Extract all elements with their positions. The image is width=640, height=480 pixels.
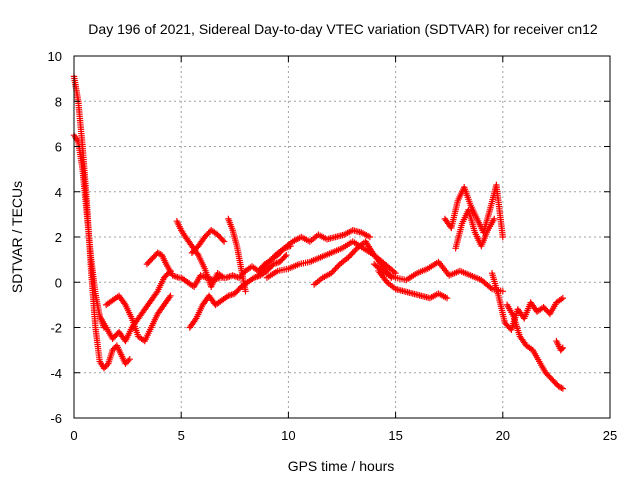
data-point-interp [194, 250, 201, 257]
data-point-interp [153, 289, 160, 297]
x-tick-label: 5 [178, 428, 185, 443]
series-sat-10 [225, 215, 249, 295]
data-point-interp [269, 254, 276, 262]
series-sat-16 [441, 181, 506, 241]
y-tick-label: 10 [48, 49, 62, 64]
x-tick-label: 0 [70, 428, 77, 443]
data-point [283, 251, 290, 259]
x-tick-label: 20 [496, 428, 510, 443]
data-point-interp [348, 251, 355, 258]
data-point [499, 233, 506, 241]
y-tick-label: 4 [55, 185, 62, 200]
data-point-interp [266, 257, 274, 265]
y-tick-label: -4 [50, 366, 62, 381]
data-point [328, 270, 335, 277]
y-tick-label: -6 [50, 411, 62, 426]
grid [74, 56, 610, 418]
y-tick-label: 6 [55, 140, 62, 155]
x-tick-label: 25 [603, 428, 617, 443]
series-sat-14 [375, 267, 451, 302]
y-axis-label: SDTVAR / TECUs [9, 181, 25, 293]
data-point-interp [268, 256, 275, 263]
data-point [126, 355, 133, 363]
series-sat-19 [503, 301, 567, 392]
x-axis-label: GPS time / hours [288, 458, 395, 474]
data-point [143, 260, 151, 268]
data-point-interp [330, 266, 338, 274]
data-point-interp [350, 248, 358, 255]
data-point [109, 346, 116, 354]
data-point-interp [332, 265, 339, 272]
series-sat-13 [310, 238, 395, 288]
data-point-interp [155, 250, 163, 257]
data-point-interp [349, 249, 356, 257]
data-point [100, 365, 108, 372]
data-point [559, 294, 567, 302]
data-series [70, 73, 567, 392]
data-point [499, 288, 506, 295]
data-point-interp [281, 253, 289, 260]
data-point [555, 383, 562, 390]
series-sat-3 [96, 267, 174, 345]
data-point [122, 360, 129, 367]
series-sat-11 [255, 227, 374, 279]
series-sat-2 [70, 131, 108, 331]
data-point-interp [556, 383, 564, 391]
chart-title: Day 196 of 2021, Sidereal Day-to-day VTE… [88, 21, 598, 37]
data-point-interp [333, 263, 341, 271]
data-point-interp [110, 345, 118, 352]
data-point [559, 385, 567, 392]
data-point [345, 254, 352, 261]
data-point-interp [270, 253, 278, 260]
data-point [443, 294, 451, 302]
data-point-interp [346, 252, 354, 260]
data-point-interp [219, 236, 226, 244]
data-point [167, 292, 174, 300]
data-point-interp [166, 294, 173, 301]
data-point-interp [123, 358, 131, 366]
data-point-interp [335, 262, 342, 269]
y-tick-label: 0 [55, 275, 62, 290]
data-point [154, 249, 161, 257]
data-point [559, 344, 567, 352]
data-point-interp [191, 316, 199, 324]
data-point [263, 260, 271, 268]
series-sat-1 [70, 73, 133, 372]
y-tick-label: 8 [55, 94, 62, 109]
data-point-interp [380, 268, 387, 276]
data-point-interp [558, 384, 565, 392]
series-sat-9 [188, 227, 228, 257]
data-point [366, 233, 374, 241]
data-point-interp [265, 259, 272, 266]
series-sat-15 [370, 258, 506, 295]
x-tick-label: 10 [281, 428, 295, 443]
series-sat-17 [452, 206, 498, 252]
data-point [491, 215, 498, 223]
data-point-interp [352, 246, 359, 254]
series-sat-5 [143, 249, 183, 281]
data-point-interp [121, 300, 128, 307]
y-tick-label: -2 [50, 321, 62, 336]
series-sat-4 [102, 292, 174, 345]
data-point-interp [558, 345, 565, 353]
x-axis-ticks: 0 5 10 15 20 25 [70, 56, 617, 443]
data-point [242, 288, 249, 295]
data-point-interp [329, 268, 336, 275]
x-tick-label: 15 [388, 428, 402, 443]
data-point-interp [103, 362, 111, 369]
data-point-interp [487, 284, 494, 291]
data-point-interp [102, 363, 109, 370]
data-point-interp [145, 259, 152, 266]
data-point-interp [125, 357, 132, 364]
data-point [220, 238, 228, 245]
series-sat-20 [553, 337, 567, 354]
series-sat-18 [488, 270, 567, 333]
y-axis-ticks: -6 -4 -2 0 2 4 6 8 10 [48, 49, 610, 426]
y-tick-label: 2 [55, 230, 62, 245]
